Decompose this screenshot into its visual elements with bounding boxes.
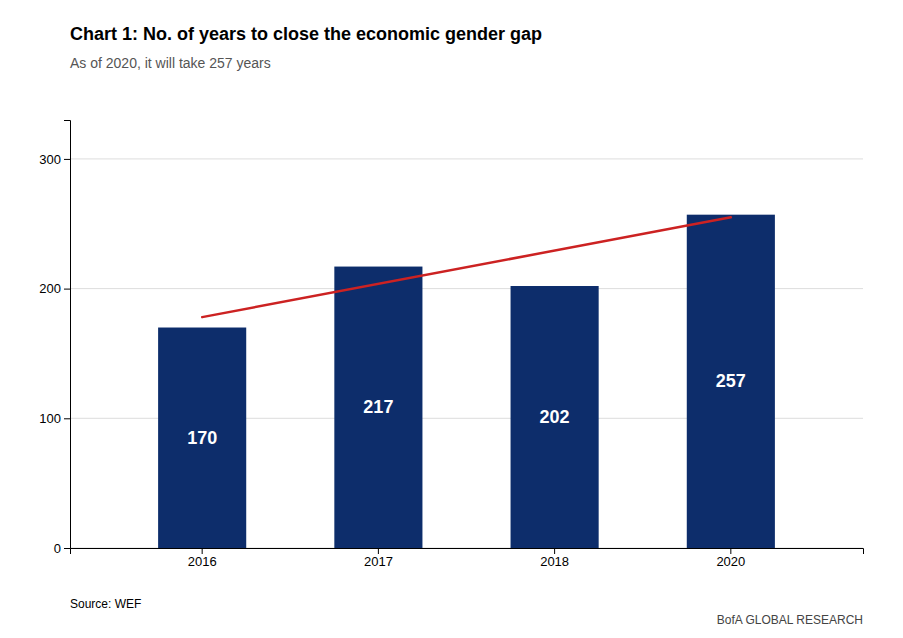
plot-area: 0 100 200 300 2016 2017 2018 2020 170 217 202 257 xyxy=(39,121,863,570)
grid-line xyxy=(70,158,863,159)
tick: 200 xyxy=(39,281,70,296)
bar xyxy=(511,286,599,548)
tick-label: 0 xyxy=(54,541,61,556)
tick: 0 xyxy=(54,541,70,556)
grid xyxy=(70,159,863,548)
tick: 2018 xyxy=(540,548,569,569)
tick-mark xyxy=(64,159,70,160)
tick: 2020 xyxy=(716,548,745,569)
chart: Chart 1: No. of years to close the econo… xyxy=(0,0,903,638)
bar xyxy=(158,328,246,548)
marks xyxy=(158,215,775,548)
annotation: Source: WEF xyxy=(70,597,141,611)
tick-label: 2020 xyxy=(716,554,745,569)
tick: 2017 xyxy=(364,548,393,569)
data-label: 202 xyxy=(540,407,570,427)
tick-label: 2016 xyxy=(188,554,217,569)
bar xyxy=(687,215,775,548)
subtitle: As of 2020, it will take 257 years xyxy=(70,55,271,71)
tick-mark xyxy=(202,548,203,554)
axis-line xyxy=(64,121,71,549)
tick-label: 2017 xyxy=(364,554,393,569)
annotation: BofA GLOBAL RESEARCH xyxy=(717,613,863,627)
tick: 300 xyxy=(39,152,70,167)
bar xyxy=(334,267,422,548)
data-label: 170 xyxy=(187,428,217,448)
tick-mark xyxy=(64,548,70,549)
title: Chart 1: No. of years to close the econo… xyxy=(70,24,542,44)
tick-label: 200 xyxy=(39,281,61,296)
tick-label: 100 xyxy=(39,411,61,426)
tick: 100 xyxy=(39,411,70,426)
tick-mark xyxy=(64,418,70,419)
tick-label: 2018 xyxy=(540,554,569,569)
tick-mark xyxy=(730,548,731,554)
tick-label: 300 xyxy=(39,152,61,167)
tick-mark xyxy=(378,548,379,554)
data-label: 257 xyxy=(716,371,746,391)
axis-line xyxy=(71,549,864,555)
data-labels: 170 217 202 257 xyxy=(187,371,746,447)
trend-line xyxy=(202,217,731,317)
y-axis: 0 100 200 300 xyxy=(39,121,70,556)
tick-mark xyxy=(64,289,70,290)
x-axis: 2016 2017 2018 2020 xyxy=(71,548,864,569)
data-label: 217 xyxy=(363,397,393,417)
tick: 2016 xyxy=(188,548,217,569)
tick-mark xyxy=(554,548,555,554)
